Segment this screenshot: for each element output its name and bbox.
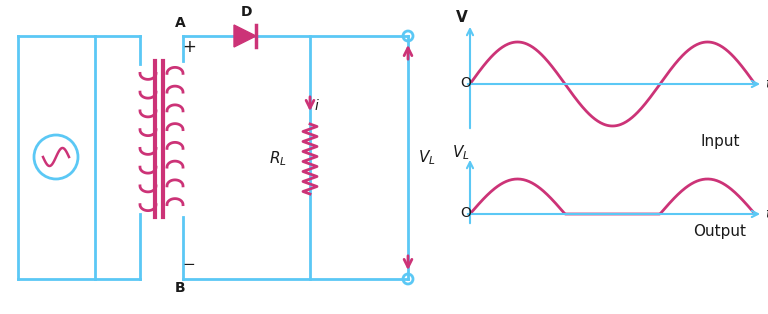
Text: O: O (460, 206, 471, 220)
Text: D: D (241, 5, 253, 19)
Text: $V_L$: $V_L$ (452, 143, 470, 162)
Text: A: A (174, 16, 185, 30)
Text: t: t (765, 207, 768, 221)
Text: Output: Output (693, 224, 746, 239)
Text: $R_L$: $R_L$ (269, 150, 287, 168)
Text: Input: Input (700, 134, 740, 149)
Text: $V_L$: $V_L$ (418, 148, 435, 167)
Text: O: O (460, 76, 471, 90)
Text: +: + (182, 38, 196, 56)
Text: −: − (183, 257, 195, 272)
Text: t: t (765, 77, 768, 91)
Text: i: i (315, 99, 319, 113)
Polygon shape (234, 25, 256, 47)
Text: B: B (174, 281, 185, 295)
Text: V: V (456, 10, 468, 25)
